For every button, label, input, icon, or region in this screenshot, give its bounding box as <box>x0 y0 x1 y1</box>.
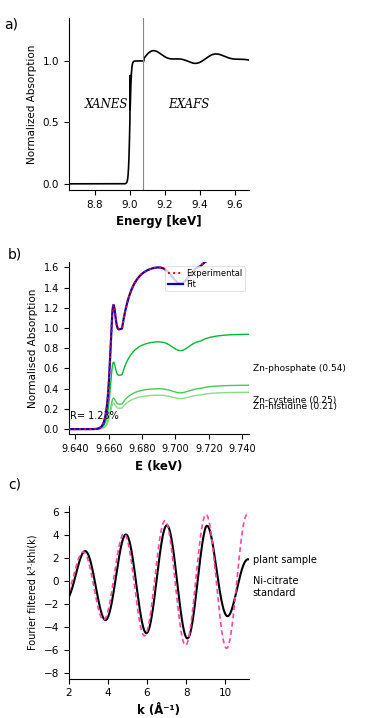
Experimental <box>66 425 71 434</box>
Fit <box>149 264 154 273</box>
Text: Zn-cysteine (0.25): Zn-cysteine (0.25) <box>253 396 336 406</box>
X-axis label: k (Å⁻¹): k (Å⁻¹) <box>137 704 180 717</box>
Text: plant sample: plant sample <box>253 556 317 565</box>
Y-axis label: Normalised Absorption: Normalised Absorption <box>28 289 38 408</box>
Fit <box>66 425 71 434</box>
Text: EXAFS: EXAFS <box>169 98 210 111</box>
Fit <box>75 425 80 434</box>
Experimental <box>154 264 159 272</box>
Fit <box>208 255 213 264</box>
Text: Ni-citrate
standard: Ni-citrate standard <box>253 576 298 597</box>
Experimental <box>241 253 246 261</box>
X-axis label: E (keV): E (keV) <box>135 460 182 472</box>
Experimental <box>149 264 154 273</box>
Line: Fit: Fit <box>69 256 249 429</box>
X-axis label: Energy [keV]: Energy [keV] <box>116 215 201 228</box>
Text: XANES: XANES <box>85 98 129 111</box>
Text: a): a) <box>4 18 18 32</box>
Text: Zn-phosphate (0.54): Zn-phosphate (0.54) <box>253 364 346 373</box>
Fit <box>154 264 159 272</box>
Legend: Experimental, Fit: Experimental, Fit <box>165 266 245 291</box>
Fit <box>241 253 246 261</box>
Y-axis label: Fourier filtered k³·khi(k): Fourier filtered k³·khi(k) <box>28 535 38 651</box>
Text: R= 1.23%: R= 1.23% <box>70 411 119 421</box>
Text: b): b) <box>8 248 22 261</box>
Y-axis label: Normalized Absorption: Normalized Absorption <box>27 45 37 164</box>
Line: Experimental: Experimental <box>69 256 249 429</box>
Experimental <box>215 252 220 261</box>
Experimental <box>208 255 213 264</box>
Fit <box>215 252 220 261</box>
Fit <box>241 253 246 261</box>
Text: Zn-histidine (0.21): Zn-histidine (0.21) <box>253 402 337 411</box>
Text: c): c) <box>8 477 21 491</box>
Fit <box>247 253 251 261</box>
Experimental <box>247 253 251 261</box>
Experimental <box>75 425 80 434</box>
Experimental <box>241 253 246 261</box>
